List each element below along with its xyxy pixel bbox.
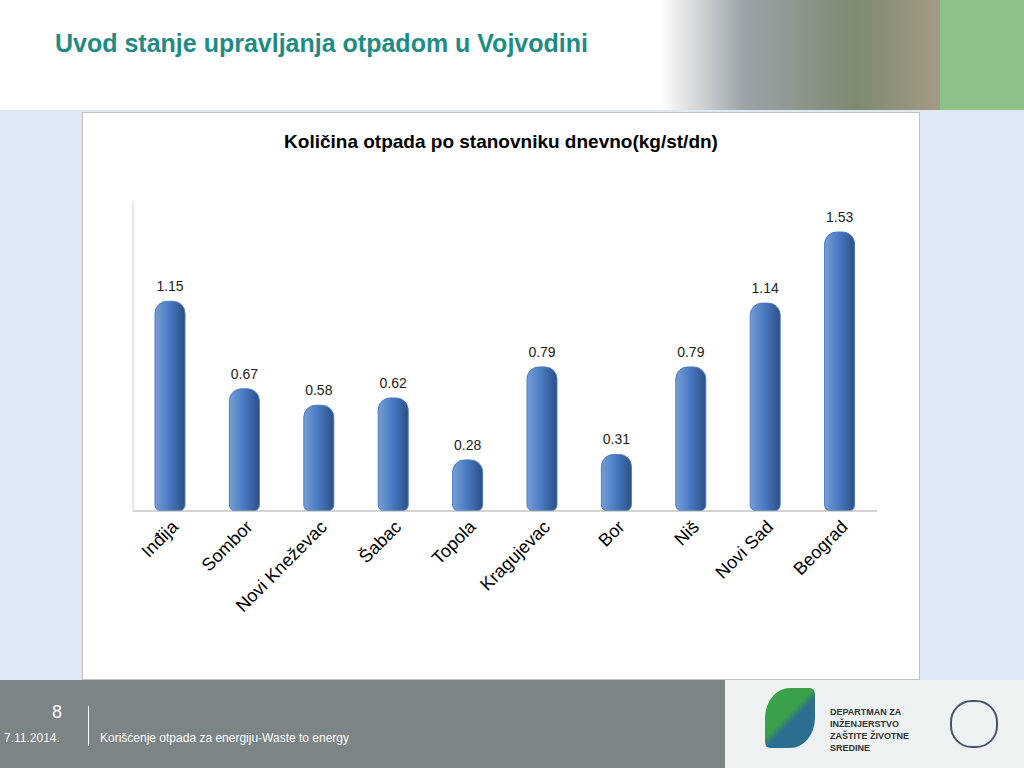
- svg-text:Niš: Niš: [670, 517, 703, 550]
- html-text:Korišćenje otpada za energiju-: Korišćenje otpada za energiju-Waste to e…: [100, 731, 349, 745]
- svg-text:0.79: 0.79: [528, 344, 555, 360]
- svg-text:Novi Kneževac: Novi Kneževac: [232, 517, 331, 616]
- svg-text:Beograd: Beograd: [789, 517, 851, 579]
- html-text:7.11.2014.: 7.11.2014.: [4, 731, 60, 745]
- svg-text:0.62: 0.62: [380, 375, 407, 391]
- svg-text:1.15: 1.15: [156, 278, 183, 294]
- svg-text:1.53: 1.53: [826, 209, 853, 225]
- svg-text:Topola: Topola: [428, 516, 480, 568]
- svg-text:0.79: 0.79: [677, 344, 704, 360]
- svg-text:1.14: 1.14: [752, 280, 779, 296]
- html-text:Uvod stanje upravljanja otpado: Uvod stanje upravljanja otpadom u Vojvod…: [55, 29, 588, 57]
- svg-text:0.28: 0.28: [454, 437, 481, 453]
- svg-text:Šabac: Šabac: [354, 516, 405, 567]
- svg-text:Bor: Bor: [595, 517, 629, 551]
- svg-text:0.58: 0.58: [305, 382, 332, 398]
- svg-text:Kragujevac: Kragujevac: [476, 517, 554, 595]
- svg-text:Inđija: Inđija: [137, 516, 182, 561]
- svg-text:Sombor: Sombor: [198, 517, 257, 576]
- html-text:Količina otpada po stanovniku: Količina otpada po stanovniku dnevno(kg/…: [284, 131, 718, 152]
- html-text:8: 8: [52, 702, 62, 722]
- html-text:DEPARTMAN ZA INŽENJERSTVO ZAŠT: DEPARTMAN ZA INŽENJERSTVO ZAŠTITE ŽIVOTN…: [830, 707, 909, 753]
- svg-text:Novi Sad: Novi Sad: [711, 517, 777, 583]
- svg-text:0.67: 0.67: [231, 366, 258, 382]
- svg-text:0.31: 0.31: [603, 431, 630, 447]
